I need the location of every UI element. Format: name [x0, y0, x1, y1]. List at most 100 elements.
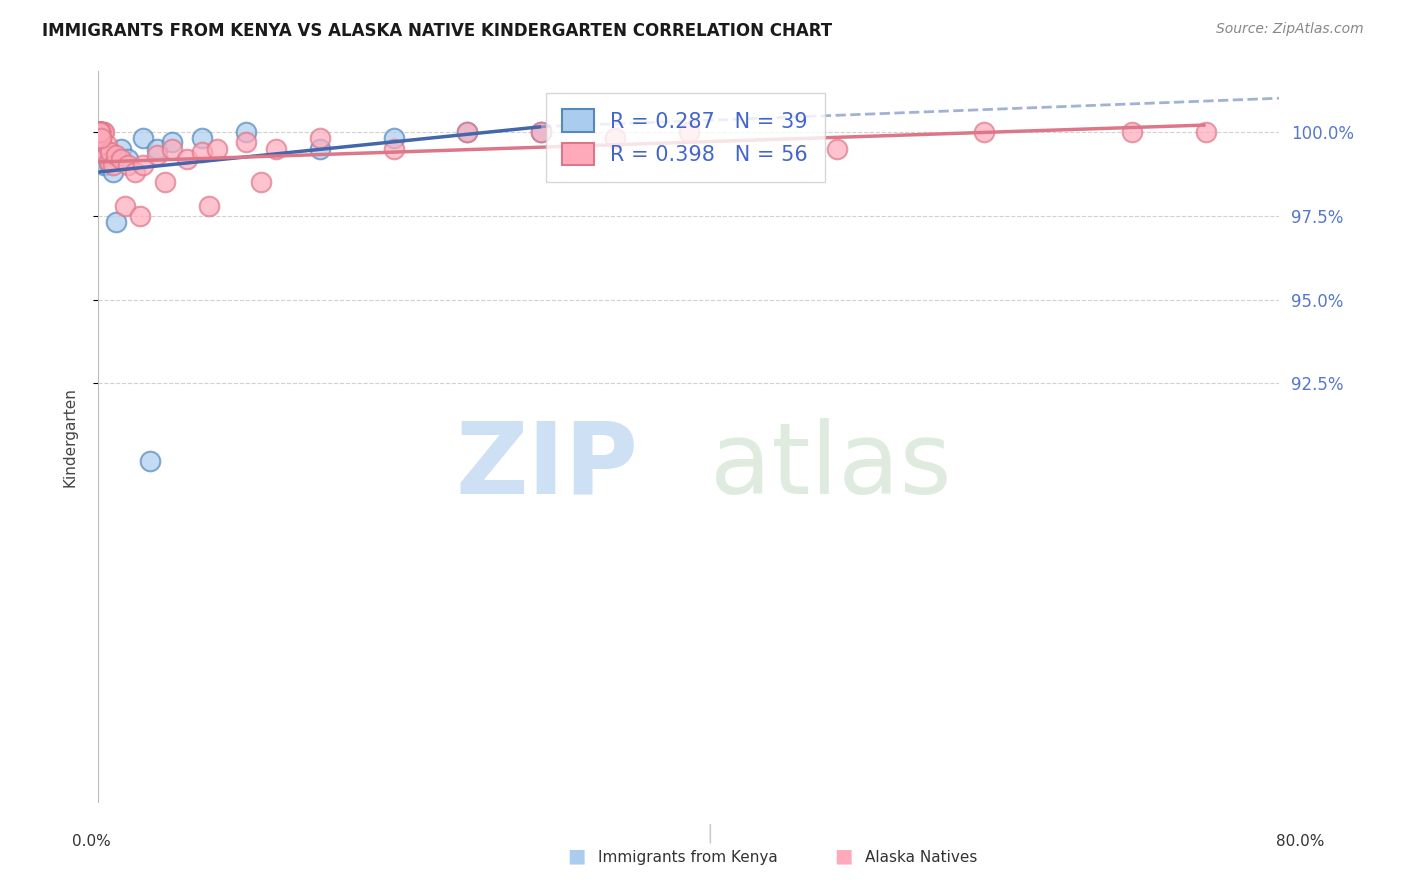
Text: |: |	[707, 823, 713, 843]
Point	[89, 125, 111, 139]
Text: Source: ZipAtlas.com: Source: ZipAtlas.com	[1216, 22, 1364, 37]
Legend: R = 0.287   N = 39, R = 0.398   N = 56: R = 0.287 N = 39, R = 0.398 N = 56	[546, 93, 825, 182]
Point	[89, 125, 111, 139]
Point	[89, 125, 111, 139]
Point	[89, 125, 111, 139]
Point	[89, 125, 111, 139]
Point	[87, 125, 110, 139]
Point	[89, 125, 111, 139]
Point	[176, 152, 198, 166]
Point	[117, 152, 139, 166]
Point	[96, 138, 118, 153]
Point	[87, 125, 110, 139]
Point	[124, 165, 146, 179]
Point	[132, 131, 155, 145]
Point	[87, 125, 110, 139]
Text: Alaska Natives: Alaska Natives	[865, 850, 977, 865]
Point	[264, 142, 287, 156]
Point	[89, 125, 111, 139]
Point	[89, 125, 111, 139]
Point	[87, 125, 110, 139]
Point	[110, 152, 132, 166]
Point	[90, 125, 112, 139]
Point	[678, 125, 700, 139]
Point	[162, 142, 183, 156]
Point	[90, 131, 112, 145]
Text: ■: ■	[567, 847, 586, 865]
Point	[309, 142, 332, 156]
Point	[90, 125, 112, 139]
Y-axis label: Kindergarten: Kindergarten	[63, 387, 77, 487]
Point	[89, 125, 111, 139]
Point	[973, 125, 995, 139]
Point	[146, 142, 169, 156]
Point	[87, 125, 110, 139]
Point	[89, 125, 111, 139]
Point	[1121, 125, 1143, 139]
Point	[132, 158, 155, 172]
Point	[457, 125, 479, 139]
Point	[98, 145, 121, 159]
Point	[191, 131, 214, 145]
Point	[87, 125, 110, 139]
Point	[235, 125, 257, 139]
Point	[97, 155, 120, 169]
Point	[90, 125, 112, 139]
Text: Immigrants from Kenya: Immigrants from Kenya	[598, 850, 778, 865]
Point	[103, 158, 125, 172]
Text: atlas: atlas	[710, 417, 952, 515]
Point	[89, 125, 111, 139]
Point	[153, 175, 176, 189]
Point	[87, 125, 110, 139]
Point	[89, 125, 111, 139]
Text: 80.0%: 80.0%	[1277, 834, 1324, 849]
Point	[90, 131, 112, 145]
Text: 0.0%: 0.0%	[72, 834, 111, 849]
Point	[250, 175, 273, 189]
Point	[146, 148, 169, 162]
Point	[91, 142, 114, 156]
Point	[91, 125, 114, 139]
Point	[117, 158, 139, 172]
Point	[205, 142, 228, 156]
Point	[105, 215, 128, 229]
Point	[382, 131, 405, 145]
Point	[162, 135, 183, 149]
Point	[89, 125, 111, 139]
Point	[89, 125, 111, 139]
Point	[87, 125, 110, 139]
Point	[89, 125, 111, 139]
Point	[114, 198, 136, 212]
Point	[87, 125, 110, 139]
Point	[93, 142, 115, 156]
Point	[198, 198, 221, 212]
Point	[89, 125, 111, 139]
Point	[97, 155, 120, 169]
Text: ■: ■	[834, 847, 853, 865]
Point	[90, 125, 112, 139]
Point	[103, 165, 125, 179]
Point	[87, 125, 110, 139]
Point	[530, 125, 553, 139]
Point	[110, 142, 132, 156]
Point	[87, 125, 110, 139]
Point	[825, 142, 848, 156]
Point	[128, 209, 150, 223]
Point	[89, 125, 111, 139]
Point	[105, 148, 128, 162]
Point	[309, 131, 332, 145]
Point	[457, 125, 479, 139]
Point	[235, 135, 257, 149]
Point	[89, 125, 111, 139]
Point	[139, 453, 162, 467]
Point	[89, 125, 111, 139]
Point	[94, 148, 117, 162]
Point	[191, 145, 214, 159]
Point	[89, 125, 111, 139]
Text: ZIP: ZIP	[456, 417, 638, 515]
Point	[605, 131, 627, 145]
Point	[87, 125, 110, 139]
Point	[93, 125, 115, 139]
Point	[91, 152, 114, 166]
Point	[530, 125, 553, 139]
